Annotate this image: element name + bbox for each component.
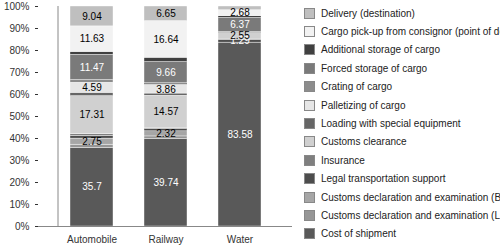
svg-text:50%: 50% [9, 111, 29, 122]
html-text:Insurance: Insurance [321, 154, 365, 166]
html-text:Delivery (destination): Delivery (destination) [321, 7, 415, 19]
svg-text:17.31: 17.31 [79, 109, 104, 120]
svg-text:60%: 60% [9, 89, 29, 100]
svg-text:Railway: Railway [148, 234, 183, 245]
html-text:Crating of cargo: Crating of cargo [321, 81, 393, 93]
svg-text:11.63: 11.63 [80, 33, 105, 44]
svg-text:9.04: 9.04 [82, 11, 102, 22]
svg-text:9.66: 9.66 [156, 67, 176, 78]
svg-text:40%: 40% [9, 133, 29, 144]
svg-text:100%: 100% [4, 1, 30, 12]
svg-text:83.58: 83.58 [227, 129, 252, 140]
svg-text:39.74: 39.74 [153, 177, 178, 188]
svg-text:2.55: 2.55 [230, 30, 250, 41]
html-text:Loading with special equipment: Loading with special equipment [321, 118, 461, 129]
svg-text:14.57: 14.57 [153, 106, 178, 117]
html-text:Cost of shipment: Cost of shipment [321, 228, 396, 240]
svg-text:30%: 30% [9, 155, 29, 166]
svg-text:2.32: 2.32 [156, 128, 176, 139]
svg-text:0%: 0% [15, 221, 30, 232]
svg-text:6.65: 6.65 [156, 8, 176, 19]
svg-text:11.47: 11.47 [80, 62, 105, 73]
html-text:Additional storage of cargo: Additional storage of cargo [321, 44, 440, 56]
svg-text:Water: Water [227, 234, 254, 245]
svg-text:2.75: 2.75 [82, 136, 102, 147]
svg-text:16.64: 16.64 [153, 34, 178, 45]
svg-text:Automobile: Automobile [67, 234, 117, 245]
svg-text:70%: 70% [9, 67, 29, 78]
svg-text:4.59: 4.59 [82, 82, 102, 93]
svg-text:6.37: 6.37 [230, 19, 250, 30]
svg-text:20%: 20% [9, 177, 29, 188]
html-text:Forced storage of cargo: Forced storage of cargo [321, 62, 428, 74]
svg-text:35.7: 35.7 [82, 181, 102, 192]
html-text:Palletizing of cargo: Palletizing of cargo [321, 99, 406, 111]
html-text:Customs clearance: Customs clearance [321, 136, 407, 148]
svg-text:10%: 10% [9, 199, 29, 210]
svg-text:2.68: 2.68 [230, 7, 250, 18]
svg-text:3.86: 3.86 [156, 84, 176, 95]
svg-text:90%: 90% [9, 23, 29, 34]
html-text:Legal transportation support: Legal transportation support [321, 173, 446, 185]
svg-text:80%: 80% [9, 45, 29, 56]
